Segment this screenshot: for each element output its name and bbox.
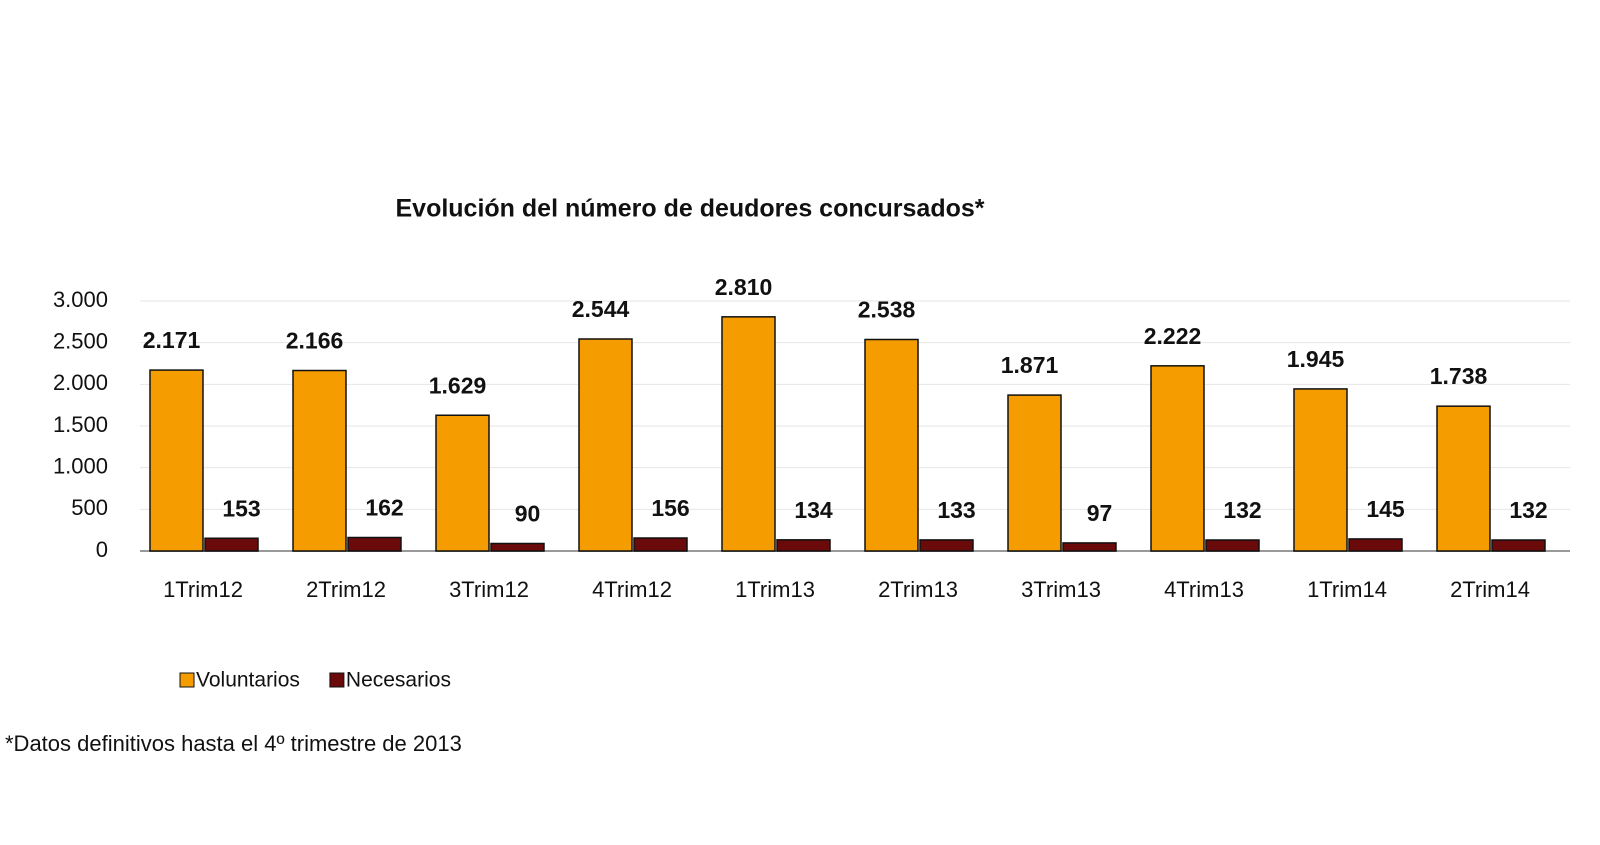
y-tick-label: 2.000 — [53, 370, 108, 395]
bar — [1062, 542, 1117, 552]
x-tick-label: 3Trim12 — [449, 577, 529, 602]
x-tick-label: 4Trim12 — [592, 577, 672, 602]
y-tick-label: 3.000 — [53, 287, 108, 312]
bar — [776, 539, 831, 552]
chart-title: Evolución del número de deudores concurs… — [395, 195, 984, 223]
value-label: 2.544 — [572, 296, 630, 322]
bar — [435, 414, 490, 552]
bar — [919, 539, 974, 552]
bar — [578, 338, 633, 552]
value-label: 2.810 — [715, 274, 773, 300]
bar — [292, 369, 347, 552]
legend-label: Voluntarios — [196, 669, 300, 692]
value-label: 132 — [1509, 497, 1547, 523]
legend-swatch — [329, 672, 345, 688]
bar — [864, 338, 919, 552]
value-label: 2.222 — [1144, 323, 1202, 349]
footnote: *Datos definitivos hasta el 4º trimestre… — [5, 731, 462, 756]
x-tick-label: 3Trim13 — [1021, 577, 1101, 602]
bar — [1491, 539, 1546, 552]
bar — [1007, 394, 1062, 552]
y-tick-label: 500 — [71, 495, 108, 520]
value-label: 145 — [1366, 496, 1405, 522]
y-tick-label: 1.500 — [53, 412, 108, 437]
y-tick-label: 2.500 — [53, 328, 108, 353]
bar — [490, 542, 545, 552]
value-label: 2.538 — [858, 297, 916, 323]
value-label: 1.871 — [1001, 352, 1059, 378]
value-label: 1.738 — [1430, 363, 1488, 389]
value-label: 153 — [222, 495, 260, 521]
bar — [1293, 388, 1348, 552]
bar — [1150, 365, 1205, 552]
x-tick-label: 4Trim13 — [1164, 577, 1244, 602]
y-tick-label: 0 — [96, 537, 108, 562]
x-tick-label: 1Trim13 — [735, 577, 815, 602]
bar — [721, 316, 776, 552]
value-label: 156 — [651, 495, 689, 521]
value-label: 2.171 — [143, 327, 201, 353]
value-label: 1.945 — [1287, 346, 1345, 372]
value-label: 134 — [794, 497, 833, 523]
value-label: 132 — [1223, 497, 1261, 523]
bar — [633, 537, 688, 552]
value-label: 90 — [515, 501, 541, 527]
bar — [204, 537, 259, 552]
value-label: 133 — [937, 497, 975, 523]
legend-swatch — [179, 672, 195, 688]
bar — [347, 536, 402, 552]
bar — [1348, 538, 1403, 552]
x-tick-label: 1Trim12 — [163, 577, 243, 602]
legend-label: Necesarios — [346, 669, 451, 692]
y-tick-label: 1.000 — [53, 453, 108, 478]
value-label: 2.166 — [286, 328, 344, 354]
bar — [1436, 405, 1491, 552]
value-label: 162 — [365, 495, 403, 521]
x-tick-label: 1Trim14 — [1307, 577, 1387, 602]
bar — [149, 369, 204, 552]
x-tick-label: 2Trim13 — [878, 577, 958, 602]
bar — [1205, 539, 1260, 552]
x-tick-label: 2Trim14 — [1450, 577, 1530, 602]
value-label: 1.629 — [429, 372, 487, 398]
value-label: 97 — [1087, 500, 1113, 526]
x-tick-label: 2Trim12 — [306, 577, 386, 602]
